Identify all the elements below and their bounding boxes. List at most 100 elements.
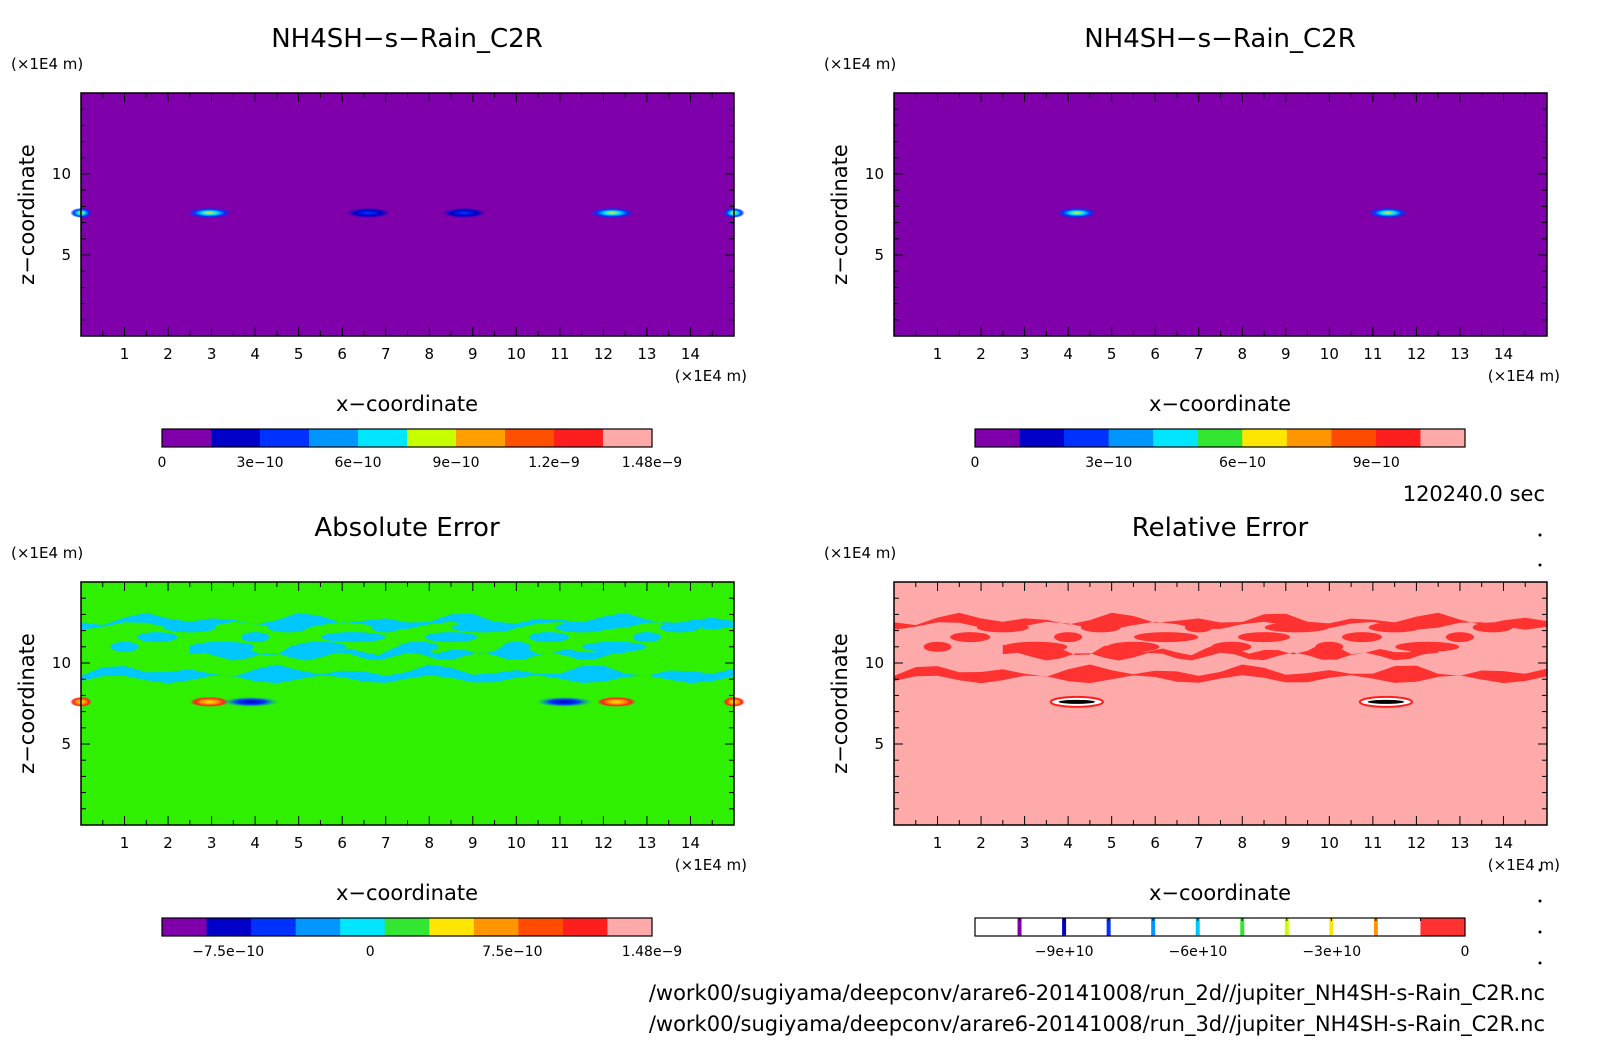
x-axis-label: x−coordinate [1149,392,1291,416]
colorbar-label: 3e−10 [1085,455,1132,471]
y-axis-label: z−coordinate [15,633,39,774]
colorbar-stripe [1195,918,1200,936]
colorbar-stripe [1240,918,1245,936]
colorbar-segment [1153,429,1199,447]
x-tick-label: 6 [1150,345,1160,363]
error-patch [502,641,531,652]
chart-panel-2: NH4SH−s−Rain_C2R(×1E4 m)1 2 3 4 5 6 7 8 9 10 11 12 1… [824,24,1560,471]
colorbar-stripe [1062,918,1067,936]
colorbar-label: 9e−10 [1353,455,1400,471]
x-tick-label: 3 [1020,834,1030,852]
error-band [894,612,1547,630]
colorbar-segment [1242,429,1288,447]
colorbar-segment [1331,429,1377,447]
data-feature [1057,207,1097,218]
error-patch [321,632,386,643]
colorbar-segment [384,918,430,936]
colorbar-segment [1197,918,1243,936]
x-axis-label: x−coordinate [1149,881,1291,905]
file-path-2: /work00/sugiyama/deepconv/arare6-2014100… [649,1012,1545,1037]
x-tick-label: 4 [1063,834,1073,852]
error-patch [528,632,569,643]
error-patch [555,622,608,633]
colorbar-label: −3e+10 [1302,944,1361,960]
x-tick-label: 4 [250,834,260,852]
error-patch [950,632,991,643]
colorbar-stripe [1373,918,1378,936]
x-axis-label: x−coordinate [336,881,478,905]
colorbar-segment [429,918,475,936]
error-patch [1080,622,1121,633]
x-unit-label: (×1E4 m) [1488,367,1560,385]
colorbar-segment [340,918,386,936]
x-tick-label: 14 [681,834,700,852]
x-tick-label: 10 [1320,834,1339,852]
x-tick-label: 2 [163,834,173,852]
error-band [81,612,734,630]
x-tick-label: 7 [381,834,391,852]
data-feature-core [1058,699,1096,704]
colorbar-segment [603,429,653,447]
colorbar-segment [1153,918,1199,936]
x-tick-label: 8 [424,834,434,852]
x-tick-label: 5 [294,834,304,852]
x-tick-label: 7 [1194,345,1204,363]
colorbar-segment [1286,429,1332,447]
colorbar-label: −7.5e−10 [192,944,264,960]
error-patch [1368,622,1421,633]
error-patch [451,622,516,633]
x-tick-label: 11 [550,834,569,852]
colorbar-label: −9e+10 [1035,944,1094,960]
x-tick-label: 2 [163,345,173,363]
edge-dots [1538,533,1542,965]
colorbar-frame [161,428,653,448]
x-tick-label: 13 [1450,834,1469,852]
error-patch [1238,632,1291,643]
colorbar-label: 6e−10 [1219,455,1266,471]
x-tick-label: 10 [507,834,526,852]
data-feature [1368,207,1408,218]
error-patch [425,632,478,643]
error-patch [1445,632,1474,643]
x-tick-label: 11 [1363,345,1382,363]
x-tick-label: 3 [207,834,217,852]
error-patch [190,641,255,652]
x-tick-label: 7 [1194,834,1204,852]
y-axis-label: z−coordinate [828,144,852,285]
data-feature [442,207,486,218]
x-tick-label: 9 [468,345,478,363]
error-patch [1107,641,1160,652]
colorbar-segment [473,918,519,936]
colorbar-segment [1108,918,1154,936]
x-tick-label: 11 [1363,834,1382,852]
colorbar-segment [1108,429,1154,447]
colorbar-stripe [1151,918,1156,936]
x-tick-label: 14 [1494,345,1513,363]
colorbar-label: 7.5e−10 [482,944,542,960]
x-tick-label: 8 [1237,345,1247,363]
x-tick-label: 12 [594,345,613,363]
colorbar-segment [562,918,608,936]
error-patch [1264,622,1329,633]
colorbar-segment [1197,429,1243,447]
colorbar-label: −6e+10 [1169,944,1228,960]
error-patch [1472,622,1513,633]
data-feature [187,207,232,218]
error-patch [163,622,216,633]
colorbar-segment [295,918,341,936]
x-tick-label: 10 [1320,345,1339,363]
colorbar-label: 0 [366,944,375,960]
x-tick-label: 9 [1281,345,1291,363]
x-unit-label: (×1E4 m) [675,367,747,385]
x-tick-label: 3 [1020,345,1030,363]
colorbar-segment [1331,918,1377,936]
x-unit-label: (×1E4 m) [1488,856,1560,874]
x-tick-label: 1 [933,834,943,852]
error-patch [923,641,952,652]
colorbar-segment [1420,429,1466,447]
y-axis-label: z−coordinate [828,633,852,774]
x-tick-label: 1 [120,345,130,363]
y-unit-label: (×1E4 m) [11,544,83,562]
data-feature [222,696,280,707]
